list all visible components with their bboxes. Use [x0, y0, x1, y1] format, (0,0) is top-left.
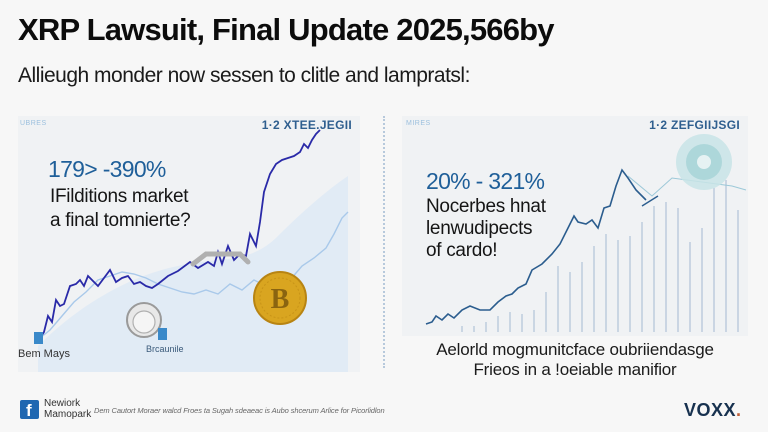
left-panel-code: 1·2 XTEE.JEGII	[261, 118, 352, 132]
right-line-3: of cardo!	[426, 240, 498, 261]
svg-text:B: B	[271, 284, 290, 315]
left-panel-label: UBRES	[20, 120, 47, 127]
page-title: XRP Lawsuit, Final Update 2025,566by	[18, 12, 555, 47]
shopping-bag-icon	[158, 328, 167, 340]
left-caption-2: Brcaunile	[146, 344, 184, 354]
panel-divider	[383, 116, 385, 368]
page-subtitle: Allieugh monder now sessen to clitle and…	[18, 64, 470, 87]
left-headline: 179> -390%	[48, 156, 166, 182]
right-line-1: Nocerbes hnat	[426, 196, 546, 217]
left-line-chart: B	[34, 129, 349, 372]
volume-bars	[461, 180, 739, 332]
voxx-logo-text: VOXX	[684, 400, 737, 420]
right-panel-label: MIRES	[406, 120, 431, 127]
magnifier-handle-icon	[190, 251, 251, 267]
right-caption-2: Frieos in a !oeiable manifior	[473, 360, 677, 379]
left-line-1: IFilditions market	[50, 186, 189, 207]
right-chart-panel: MIRES 1·2 ZEFGIIJSGI 20% - 321% Nocerbes…	[402, 116, 748, 336]
shopping-bag-icon-2	[34, 332, 43, 344]
right-line-2: lenwudipects	[426, 218, 533, 239]
right-caption-1: Aelorld mogmunitcface oubriiendasge	[436, 340, 714, 359]
left-line-2: a final tomnierte?	[50, 210, 191, 231]
footer-brand-line-1: Newiork	[44, 398, 81, 409]
footer-brand-line-2: Mamopark	[44, 409, 92, 420]
bitcoin-coin-icon	[253, 271, 307, 325]
footer-note: Dem Cautort Moraer walcd Froes ta Sugah …	[94, 406, 385, 415]
footer-brand: Newiork Mamopark	[44, 398, 91, 420]
trend-line	[425, 168, 647, 325]
left-chart-panel: B UBRES 1·2 XTEE.JEGII 179> -390% IFildi…	[18, 116, 360, 372]
right-panel-code: 1·2 ZEFGIIJSGI	[649, 118, 740, 132]
facebook-icon[interactable]: f	[20, 400, 39, 420]
right-headline: 20% - 321%	[426, 168, 545, 194]
left-caption-1: Bem Mays	[18, 348, 70, 360]
voxx-logo[interactable]: VOXX.	[684, 400, 742, 421]
voxx-logo-dot: .	[736, 400, 742, 420]
right-line-chart	[425, 134, 747, 332]
